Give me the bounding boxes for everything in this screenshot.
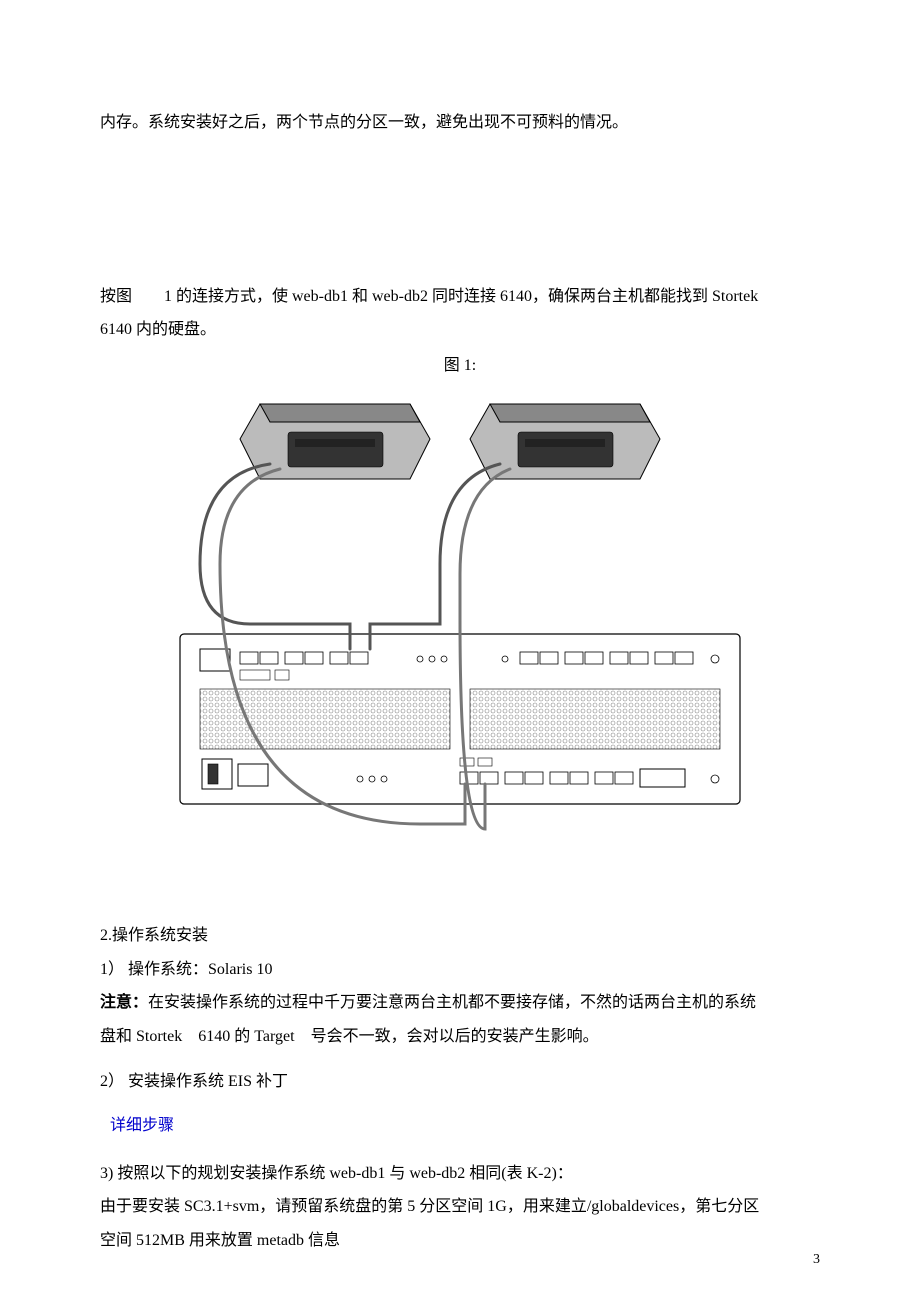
paragraph-connection-1: 按图 1 的连接方式，使 web-db1 和 web-db2 同时连接 6140… bbox=[100, 284, 820, 310]
figure-caption: 图 1: bbox=[100, 353, 820, 379]
diagram-svg bbox=[160, 384, 760, 844]
host-hba-left bbox=[240, 404, 430, 479]
document-page: 内存。系统安装好之后，两个节点的分区一致，避免出现不可预料的情况。 按图 1 的… bbox=[0, 0, 920, 1311]
section-2-item-3c: 空间 512MB 用来放置 metadb 信息 bbox=[100, 1228, 820, 1254]
paragraph-connection-2: 6140 内的硬盘。 bbox=[100, 317, 820, 343]
note-body-1: 在安装操作系统的过程中千万要注意两台主机都不要接存储，不然的话两台主机的系统 bbox=[148, 994, 756, 1011]
spacer bbox=[100, 893, 820, 923]
note-body-2: 盘和 Stortek 6140 的 Target 号会不一致，会对以后的安装产生… bbox=[100, 1024, 820, 1050]
spacer bbox=[100, 144, 820, 284]
note-paragraph: 注意：在安装操作系统的过程中千万要注意两台主机都不要接存储，不然的话两台主机的系… bbox=[100, 990, 820, 1016]
note-label: 注意： bbox=[100, 994, 148, 1011]
page-number: 3 bbox=[813, 1249, 820, 1271]
section-2-item-3a: 3) 按照以下的规划安装操作系统 web-db1 与 web-db2 相同(表 … bbox=[100, 1161, 820, 1187]
paragraph-top: 内存。系统安装好之后，两个节点的分区一致，避免出现不可预料的情况。 bbox=[100, 110, 820, 136]
section-2-item-3b: 由于要安装 SC3.1+svm，请预留系统盘的第 5 分区空间 1G，用来建立/… bbox=[100, 1194, 820, 1220]
section-2-item-1: 1） 操作系统：Solaris 10 bbox=[100, 957, 820, 983]
section-2-item-2: 2） 安装操作系统 EIS 补丁 bbox=[100, 1069, 820, 1095]
host-hba-right bbox=[470, 404, 660, 479]
section-2-title: 2.操作系统安装 bbox=[100, 923, 820, 949]
detail-steps-link-wrap: 详细步骤 bbox=[100, 1113, 820, 1139]
detail-steps-link[interactable]: 详细步骤 bbox=[110, 1117, 174, 1134]
connection-diagram bbox=[160, 384, 760, 853]
